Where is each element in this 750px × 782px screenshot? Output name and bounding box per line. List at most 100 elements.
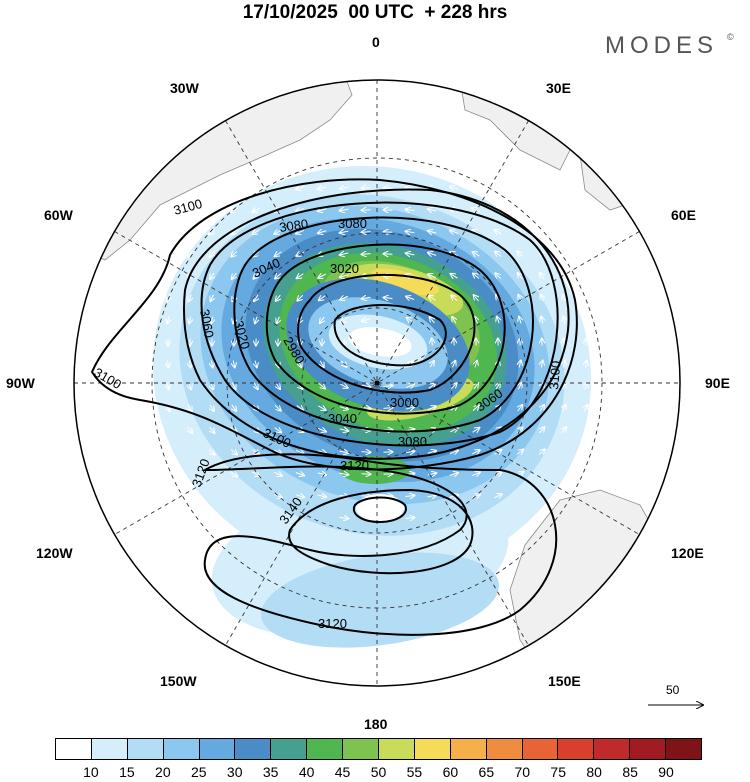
contour-3000 xyxy=(297,273,476,394)
colorbar-segment xyxy=(163,739,200,759)
contour-3100 xyxy=(90,178,578,471)
wind-vector xyxy=(167,316,168,324)
map-boundary xyxy=(73,79,681,687)
wind-vector xyxy=(230,472,238,477)
lon-label-150e: 150E xyxy=(548,673,581,689)
colorbar-segment xyxy=(522,739,559,759)
wind-vector xyxy=(232,272,237,279)
contour-label: 3080 xyxy=(338,216,367,231)
wind-vector xyxy=(362,297,371,299)
wind-vector xyxy=(518,405,523,412)
land-australia xyxy=(509,489,671,681)
wind-vector xyxy=(405,384,414,387)
wind-vector xyxy=(518,383,521,390)
wind-vector xyxy=(540,295,543,302)
wind-vector xyxy=(427,406,436,410)
wind-vector xyxy=(339,407,348,410)
wind-vector xyxy=(585,361,586,368)
wind-vector xyxy=(541,361,542,368)
wind-vector xyxy=(472,208,481,211)
wind-vector xyxy=(405,451,415,452)
wind-vector xyxy=(274,428,282,433)
wind-vector xyxy=(344,338,345,346)
lon-label-60w: 60W xyxy=(44,207,73,223)
colorbar-segment xyxy=(199,739,236,759)
wind-vector xyxy=(362,232,371,233)
colorbar-label: 15 xyxy=(119,764,135,780)
wind-vector xyxy=(452,317,456,324)
wind-vector xyxy=(276,294,281,301)
wind-vector xyxy=(231,250,238,256)
wind-vector xyxy=(584,405,587,412)
wind-vector xyxy=(362,254,371,255)
colorbar-label: 60 xyxy=(442,764,459,780)
wind-vector xyxy=(210,404,214,411)
wind-vector xyxy=(296,187,305,190)
wind-vector xyxy=(563,317,565,324)
wind-vector xyxy=(209,229,216,234)
wind-vector xyxy=(562,251,567,258)
colorbar-label: 20 xyxy=(155,764,171,780)
colorbar-label: 65 xyxy=(478,764,495,780)
wind-vector xyxy=(318,231,327,234)
wind-vector xyxy=(472,428,480,433)
contour-3080 xyxy=(182,188,570,460)
wind-vector xyxy=(428,231,437,233)
colorbar-segment xyxy=(630,739,667,759)
wind-vector xyxy=(361,385,371,387)
wind-vector xyxy=(562,273,566,280)
wind-vector xyxy=(473,273,480,278)
wind-vector xyxy=(474,295,479,302)
wind-vector xyxy=(340,253,349,255)
wind-vector xyxy=(361,452,371,453)
wind-vector xyxy=(428,253,437,256)
colorbar-segment xyxy=(450,739,487,759)
wind-vector xyxy=(562,405,566,412)
wind-vector xyxy=(516,427,523,434)
wind-vector xyxy=(428,384,435,389)
wind-vector xyxy=(254,294,258,301)
height-contours xyxy=(90,178,578,636)
wind-vector xyxy=(297,274,304,279)
wind-vector xyxy=(253,272,260,279)
wind-vector xyxy=(211,360,212,368)
wind-20-lower xyxy=(261,552,499,648)
contour-3020 xyxy=(265,243,506,415)
wind-vector xyxy=(406,296,415,299)
wind-vector xyxy=(340,209,349,210)
wind-vector xyxy=(274,450,281,454)
wind-vector xyxy=(427,473,437,475)
wind-vector xyxy=(430,361,434,368)
colorbar-segment xyxy=(666,739,702,759)
colorbar-segment xyxy=(91,739,128,759)
wind-vector xyxy=(296,230,305,233)
wind-vector xyxy=(318,406,325,410)
wind-vector xyxy=(449,450,458,453)
wind-vector xyxy=(277,316,280,324)
wind-vector xyxy=(211,382,214,390)
wind-vector xyxy=(540,405,544,412)
contour-label: 3020 xyxy=(231,319,253,351)
wind-vector xyxy=(519,317,521,324)
wind-vector xyxy=(320,360,324,367)
wind-vector xyxy=(295,473,304,476)
wind-vector xyxy=(361,430,371,431)
colorbar-label: 45 xyxy=(334,764,351,780)
wind-vector xyxy=(322,338,323,346)
colorbar-label: 55 xyxy=(406,764,423,780)
wind-vector xyxy=(188,426,193,433)
wind-vector xyxy=(472,450,479,454)
wind-vector xyxy=(383,385,393,386)
wind-vector xyxy=(340,231,349,233)
wind-vector xyxy=(255,316,257,324)
wind-vector xyxy=(339,451,349,453)
contour-3140-inner xyxy=(352,496,407,524)
wind-vector xyxy=(494,230,502,234)
wind-vector xyxy=(273,472,282,476)
wind-vector xyxy=(255,360,257,368)
contour-label: 3080 xyxy=(278,216,309,235)
wind-vector xyxy=(209,250,214,257)
wind-vector xyxy=(275,252,282,257)
wind-vector xyxy=(494,450,502,454)
wind-vector xyxy=(428,274,437,277)
